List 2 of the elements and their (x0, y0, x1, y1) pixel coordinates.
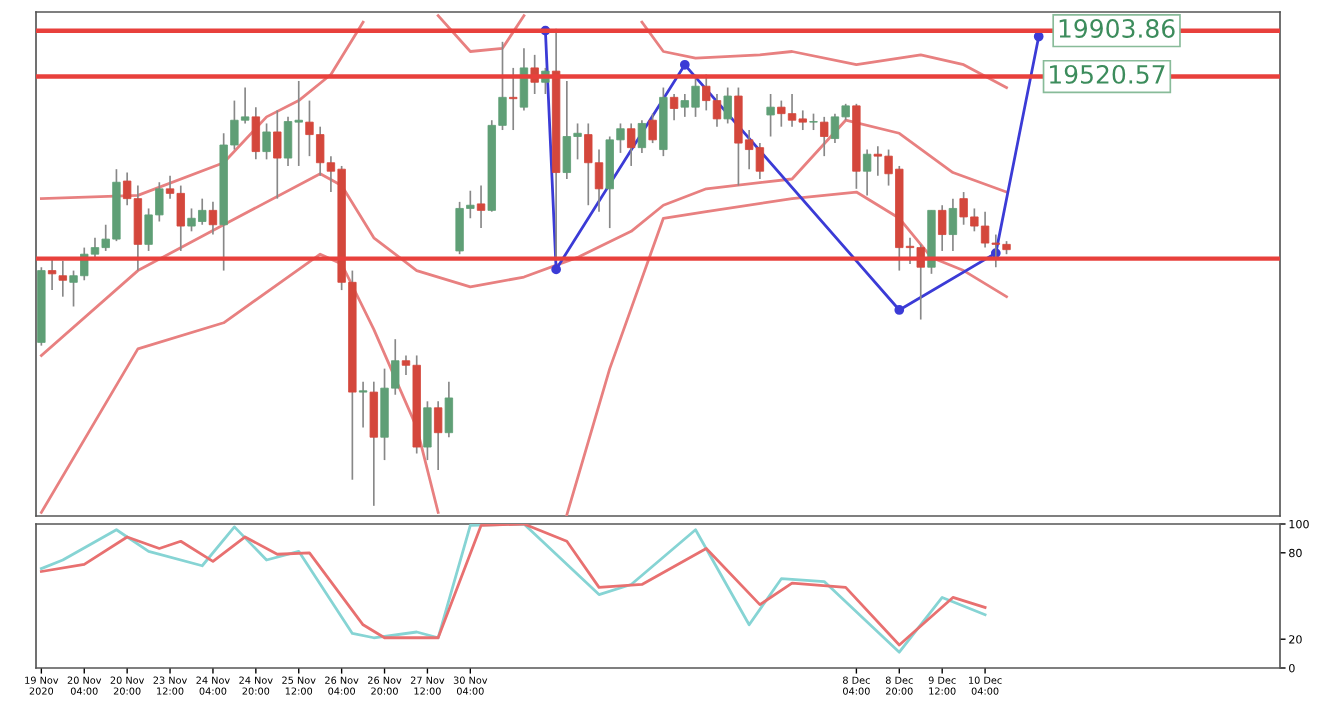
ref-line-label: 19903.86 (1059, 19, 1175, 38)
ref-line-label: 19520.57 (1050, 64, 1165, 84)
